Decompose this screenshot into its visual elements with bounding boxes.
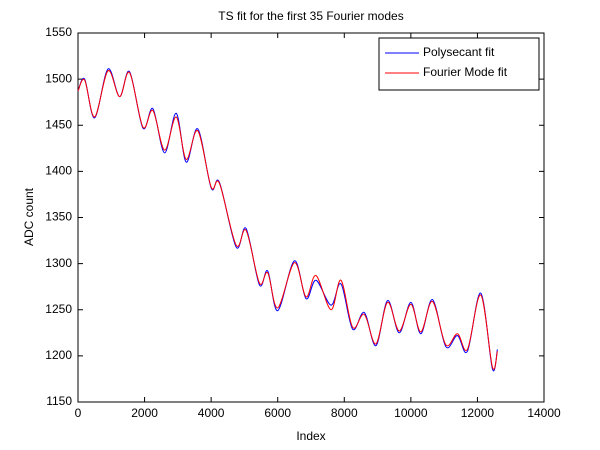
y-tick-label: 1200 [45, 348, 72, 362]
y-tick-label: 1300 [45, 256, 72, 270]
axes-box [77, 32, 545, 403]
x-axis-label: Index [296, 429, 325, 443]
line-series [77, 70, 498, 370]
x-tick-label: 4000 [198, 406, 225, 420]
x-tick-label: 10000 [394, 406, 428, 420]
legend-label: Fourier Mode fit [423, 65, 508, 79]
y-tick-label: 1150 [46, 394, 72, 408]
y-axis-label: ADC count [22, 187, 36, 246]
x-tick-label: 6000 [264, 406, 291, 420]
legend-box [378, 37, 540, 91]
legend-label: Polysecant fit [423, 45, 495, 59]
y-tick-label: 1550 [45, 25, 72, 39]
x-tick-label: 2000 [131, 406, 158, 420]
y-tick-label: 1400 [45, 164, 72, 178]
y-tick-label: 1500 [45, 71, 72, 85]
y-tick-label: 1350 [45, 210, 72, 224]
y-tick-label: 1250 [45, 302, 72, 316]
x-tick-label: 14000 [527, 406, 561, 420]
chart-title: TS fit for the first 35 Fourier modes [218, 9, 403, 23]
x-tick-label: 8000 [331, 406, 358, 420]
x-tick-label: 12000 [461, 406, 495, 420]
x-tick-label: 0 [75, 406, 82, 420]
y-tick-label: 1450 [45, 117, 72, 131]
